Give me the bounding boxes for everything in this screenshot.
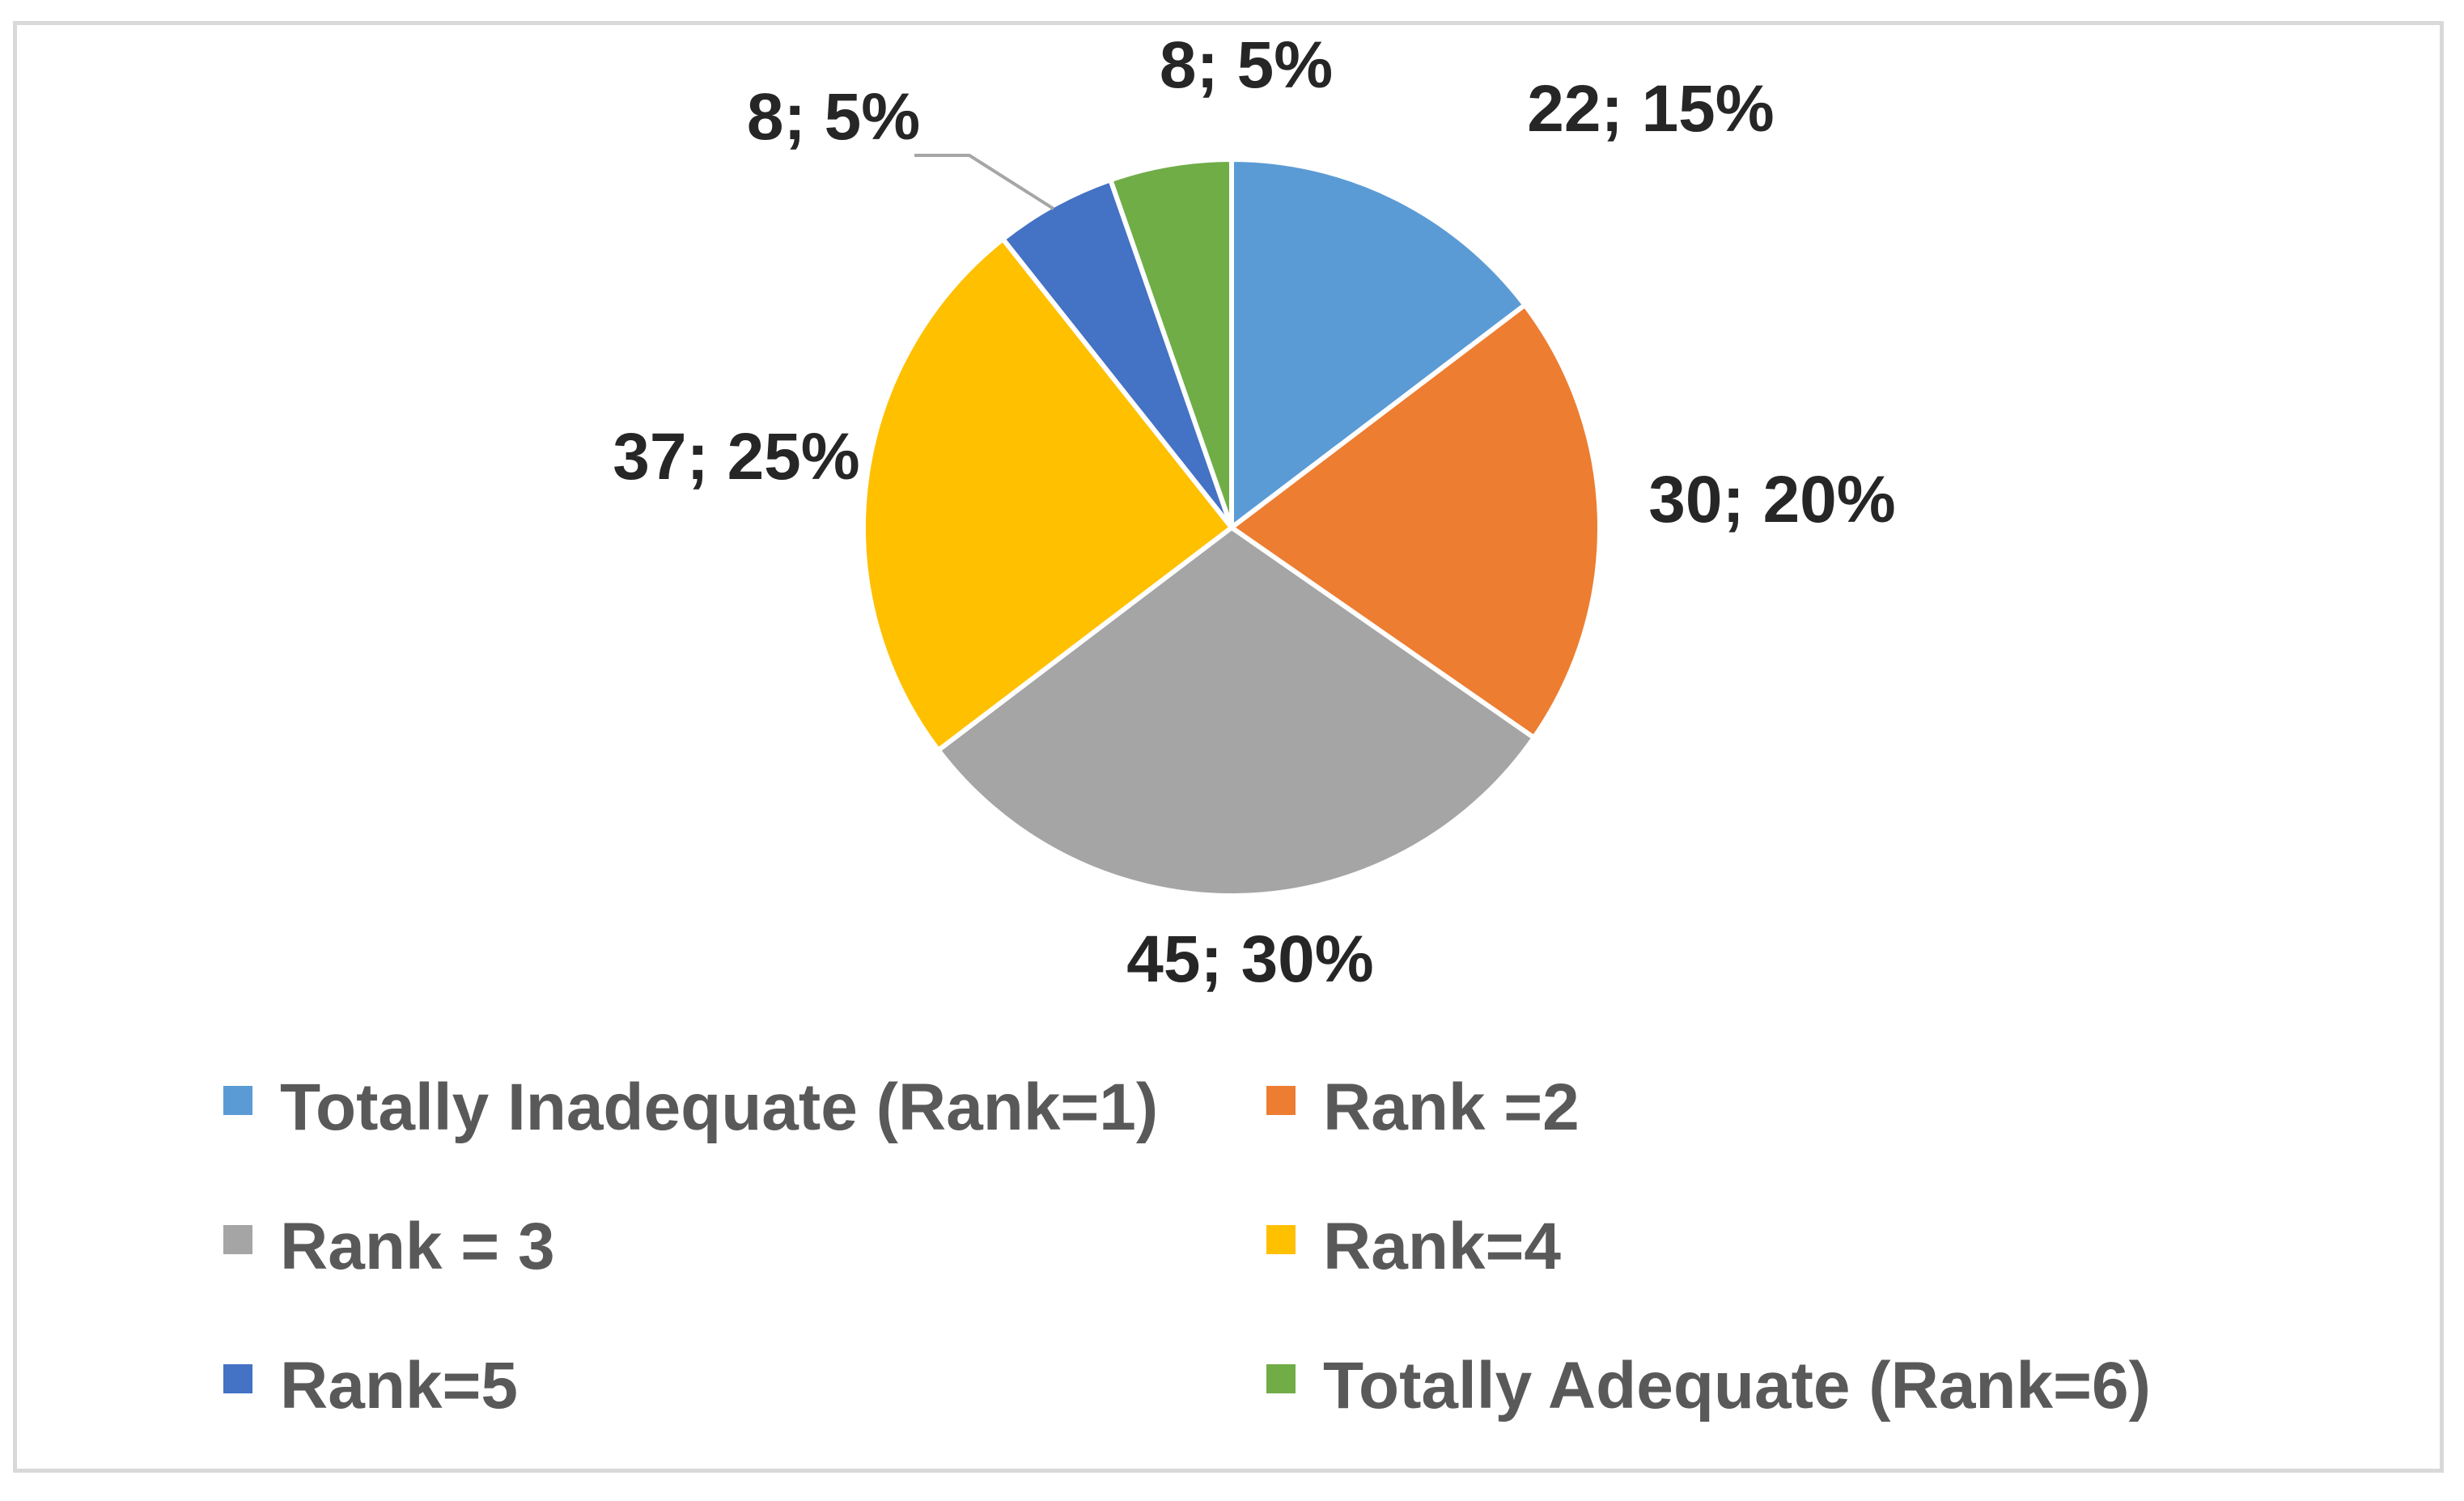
legend-label-2: Rank =2 bbox=[1323, 1071, 1580, 1144]
pie-slice-3 bbox=[935, 524, 1537, 898]
pie-slice-6 bbox=[1107, 156, 1234, 528]
legend-label-5: Rank=5 bbox=[280, 1349, 518, 1423]
legend-label-1: Totally Inadequate (Rank=1) bbox=[280, 1071, 1158, 1144]
pie-slice-4 bbox=[861, 235, 1236, 754]
legend-swatch-5 bbox=[223, 1364, 252, 1393]
leader-line-rank-5 bbox=[914, 154, 1055, 210]
pie-slice-1 bbox=[1229, 156, 1529, 533]
data-label-4: 37; 25% bbox=[613, 420, 859, 494]
data-label-3: 45; 30% bbox=[1126, 922, 1373, 996]
pie-slice-2 bbox=[1227, 301, 1602, 741]
legend-swatch-3 bbox=[223, 1225, 252, 1254]
data-labels: 22; 15% 30; 20% 45; 30% 37; 25% 8; 5% 8; 5% bbox=[613, 28, 1895, 996]
data-label-2: 30; 20% bbox=[1648, 463, 1895, 536]
legend-swatch-1 bbox=[223, 1086, 252, 1115]
legend-label-4: Rank=4 bbox=[1323, 1210, 1561, 1283]
legend-swatch-4 bbox=[1266, 1225, 1296, 1254]
data-label-1: 22; 15% bbox=[1527, 72, 1774, 146]
legend-swatch-2 bbox=[1266, 1086, 1296, 1115]
legend-label-6: Totally Adequate (Rank=6) bbox=[1323, 1349, 2151, 1423]
legend: Totally Inadequate (Rank=1) Rank =2 Rank =… bbox=[223, 1071, 2151, 1423]
data-label-5: 8; 5% bbox=[747, 80, 920, 154]
legend-swatch-6 bbox=[1266, 1364, 1296, 1393]
legend-label-3: Rank = 3 bbox=[280, 1210, 555, 1283]
pie-slices bbox=[861, 156, 1602, 898]
data-label-6: 8; 5% bbox=[1160, 28, 1333, 102]
